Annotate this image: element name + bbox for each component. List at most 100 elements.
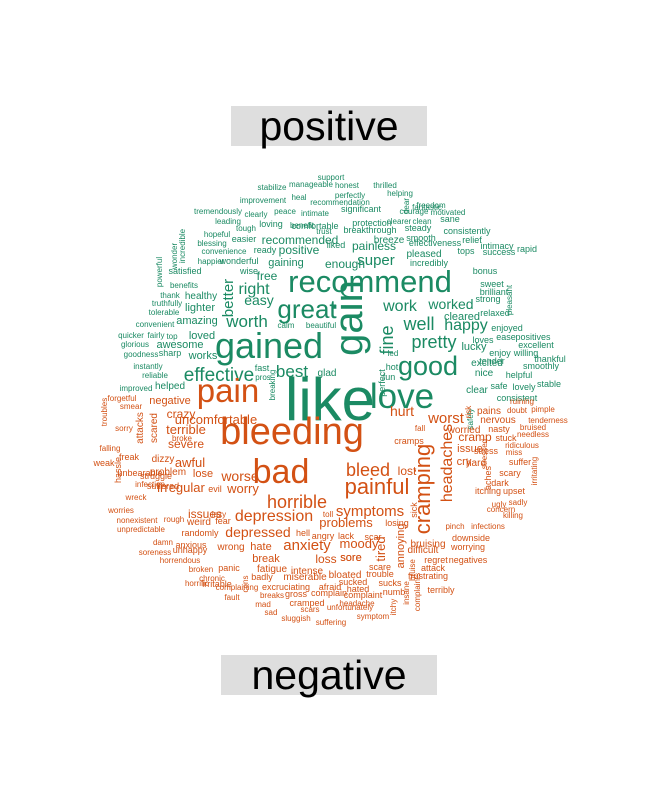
positive-word-fun: fun xyxy=(383,372,396,382)
negative-word-hard: hard xyxy=(466,458,486,469)
negative-word-sore: sore xyxy=(340,552,361,564)
positive-word-protection: protection xyxy=(352,218,392,228)
positive-word-improved: improved xyxy=(120,384,153,393)
negative-word-irregular: irregular xyxy=(157,480,205,495)
negative-word-hurt: hurt xyxy=(390,403,414,419)
negative-word-breaks: breaks xyxy=(260,591,284,600)
positive-word-great: great xyxy=(277,294,337,324)
negative-word-pimple: pimple xyxy=(531,405,555,414)
positive-word-beautiful: beautiful xyxy=(306,321,336,330)
negative-word-anxiety: anxiety xyxy=(283,537,331,554)
negative-word-cramping: cramping xyxy=(410,444,435,534)
negative-word-nasty: nasty xyxy=(488,424,510,434)
negative-word-unbearable: unbearable xyxy=(117,468,162,478)
positive-word-thank: thank xyxy=(160,291,181,300)
negative-word-sucked: sucked xyxy=(339,577,368,587)
positive-word-calm: calm xyxy=(278,321,295,330)
negative-word-hate: hate xyxy=(250,541,271,553)
negative-word-terrible: terrible xyxy=(166,422,206,437)
positive-word-benefits: benefits xyxy=(170,281,198,290)
negative-word-damn: damn xyxy=(153,538,173,547)
positive-word-significant: significant xyxy=(341,204,382,214)
negative-word-stressed: stressed xyxy=(480,439,489,469)
negative-word-dizzy: dizzy xyxy=(152,454,175,465)
positive-word-reliable: reliable xyxy=(142,371,168,380)
negative-word-suffer: suffer xyxy=(509,457,531,467)
negative-word-pains: pains xyxy=(477,406,501,417)
positive-word-positives: positives xyxy=(515,332,551,342)
positive-word-enough: enough xyxy=(325,257,365,271)
negative-word-terribly: terribly xyxy=(427,585,455,595)
negative-word-hell: hell xyxy=(296,528,310,538)
positive-word-cleared: cleared xyxy=(444,311,480,323)
negative-word-unpredictable: unpredictable xyxy=(117,525,166,534)
negative-word-irritating: irritating xyxy=(530,457,539,485)
positive-word-truthfully: truthfully xyxy=(152,299,182,308)
positive-word-dear: dear xyxy=(402,198,411,214)
negative-word-excruciating: excruciating xyxy=(262,582,310,592)
negative-word-nonexistent: nonexistent xyxy=(117,516,159,525)
positive-word-sane: sane xyxy=(440,214,460,224)
positive-word-love: love xyxy=(370,377,434,416)
positive-word-good: good xyxy=(398,351,458,381)
positive-word-led: led xyxy=(388,349,399,358)
negative-word-freak: freak xyxy=(119,452,140,462)
positive-word-brilliant: brilliant xyxy=(480,287,509,297)
positive-word-gain: gain xyxy=(327,280,371,356)
positive-word-relaxed: relaxed xyxy=(480,308,510,318)
negative-word-afraid: afraid xyxy=(319,582,342,592)
negative-word-loss: loss xyxy=(315,552,336,566)
negative-word-trouble: trouble xyxy=(366,569,394,579)
negative-word-concern: concern xyxy=(487,505,515,514)
positive-word-stable: stable xyxy=(537,379,561,389)
positive-word-happier: happier xyxy=(198,257,225,266)
positive-word-recommendation: recommendation xyxy=(310,198,370,207)
negative-word-needless: needless xyxy=(517,430,549,439)
positive-word-smoothly: smoothly xyxy=(523,361,560,371)
negative-word-negative: negative xyxy=(149,395,191,407)
positive-word-breakthrough: breakthrough xyxy=(343,225,396,235)
negative-word-cramps: cramps xyxy=(394,436,424,446)
positive-word-easier: easier xyxy=(232,234,257,244)
negative-word-stress: stress xyxy=(474,446,499,456)
positive-word-hot: hot xyxy=(386,362,399,372)
negative-word-severe: severe xyxy=(168,437,204,451)
positive-word-helping: helping xyxy=(387,189,413,198)
negative-word-issue: issue xyxy=(457,443,483,455)
positive-word-painless: painless xyxy=(352,239,396,253)
negative-word-struggle: struggle xyxy=(140,471,172,481)
negative-word-evil: evil xyxy=(208,484,222,494)
negative-word-scars: scars xyxy=(300,605,319,614)
positive-word-pleased: pleased xyxy=(406,249,441,260)
positive-word-tolerable: tolerable xyxy=(149,308,180,317)
positive-word-strong: strong xyxy=(475,294,500,304)
negative-word-lack: lack xyxy=(338,531,355,541)
positive-word-clean: clean xyxy=(412,217,431,226)
positive-word-enjoyed: enjoyed xyxy=(491,323,523,333)
positive-word-heal: heal xyxy=(291,193,306,202)
positive-word-helpful: helpful xyxy=(506,370,533,380)
negative-word-lost: lost xyxy=(398,464,417,478)
negative-word-sorry: sorry xyxy=(115,424,133,433)
positive-word-gained: gained xyxy=(215,325,323,366)
negative-word-miserable: miserable xyxy=(283,572,327,583)
negative-word-depression: depression xyxy=(235,508,313,525)
positive-word-instantly: instantly xyxy=(133,362,162,371)
negative-word-headaches: headaches xyxy=(439,424,456,502)
positive-word-clearer: clearer xyxy=(387,217,412,226)
negative-word-sadly: sadly xyxy=(509,498,528,507)
negative-word-stuck: stuck xyxy=(495,433,517,443)
positive-word-loves: loves xyxy=(472,335,494,345)
positive-word-freedom: freedom xyxy=(416,201,446,210)
positive-word-goodness: goodness xyxy=(124,350,159,359)
negative-word-unhappy: unhappy xyxy=(173,545,208,555)
positive-word-thrilled: thrilled xyxy=(373,181,397,190)
negative-word-wreck: wreck xyxy=(125,493,148,502)
negative-word-symptoms: symptoms xyxy=(336,503,404,520)
positive-word-clear: clear xyxy=(466,385,488,396)
positive-word-helped: helped xyxy=(155,381,185,392)
negative-word-moody: moody xyxy=(339,536,379,551)
negative-word-ruining: ruining xyxy=(510,397,534,406)
positive-word-blessing: blessing xyxy=(197,239,226,248)
negative-word-insane: insane xyxy=(402,581,411,605)
